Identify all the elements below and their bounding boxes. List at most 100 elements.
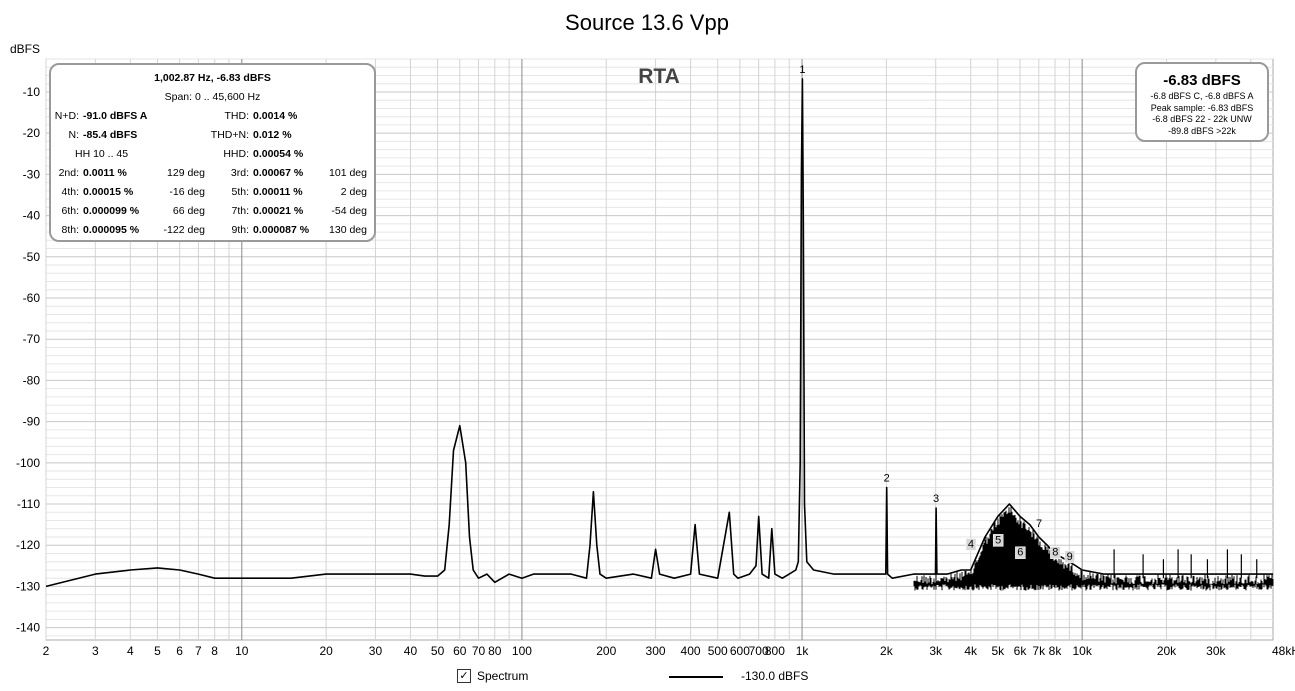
harmonic-marker-label: 2: [884, 473, 890, 485]
harmonic-label: 7th:: [231, 205, 249, 217]
level-line: Peak sample: -6.83 dBFS: [1150, 102, 1254, 113]
harmonic-marker-label: 7: [1036, 518, 1042, 530]
harmonic-phase: 101 deg: [329, 167, 367, 179]
y-tick-label: -70: [23, 332, 41, 346]
harmonic-marker-box: [1015, 546, 1026, 559]
x-tick-label: 6: [176, 644, 183, 658]
harmonic-marker-label: 5: [995, 534, 1001, 546]
legend-line-swatch: [669, 676, 723, 678]
thdn-label: THD+N:: [210, 129, 249, 141]
level-line: -6.8 dBFS 22 - 22k UNW: [1152, 114, 1252, 124]
x-tick-label: 600: [730, 644, 750, 658]
y-axis-label: dBFS: [10, 42, 40, 56]
thdn-value: 0.012 %: [253, 129, 292, 141]
harmonic-label: 5th:: [231, 186, 249, 198]
level-line: -89.8 dBFS >22k: [1168, 125, 1236, 136]
legend-spectrum-label[interactable]: Spectrum: [477, 669, 529, 683]
thd-label: THD:: [224, 110, 250, 122]
harmonic-value: 0.000087 %: [253, 224, 310, 236]
spectrum-checkbox[interactable]: ✓: [457, 669, 471, 683]
harmonic-label: 4th:: [61, 186, 79, 198]
legend-level-label: -130.0 dBFS: [741, 669, 809, 683]
y-tick-label: -90: [23, 415, 41, 429]
harmonic-label: 3rd:: [230, 167, 249, 179]
harmonic-value: 0.000095 %: [83, 224, 140, 236]
x-tick-label: 8k: [1049, 644, 1063, 658]
hh-range: HH 10 .. 45: [75, 148, 129, 160]
x-tick-label: 4k: [964, 644, 978, 658]
x-tick-label: 5: [154, 644, 161, 658]
distortion-info-panel[interactable]: 1,002.87 Hz, -6.83 dBFS Span: 0 .. 45,60…: [49, 63, 376, 242]
x-tick-label: 10k: [1072, 644, 1092, 658]
level-summary-panel[interactable]: -6.83 dBFS -6.8 dBFS C, -6.8 dBFS A Peak…: [1135, 62, 1269, 142]
n-value: -85.4 dBFS: [83, 129, 138, 141]
x-tick-label: 4: [127, 644, 134, 658]
level-main-value: -6.83 dBFS: [1163, 72, 1241, 89]
harmonic-marker-box: [1064, 550, 1075, 564]
x-tick-label: 3: [92, 644, 99, 658]
harmonic-marker-label: 3: [933, 493, 939, 505]
y-tick-label: -120: [16, 538, 40, 552]
y-tick-label: -110: [17, 497, 40, 511]
x-tick-label: 50: [431, 644, 445, 658]
harmonic-label: 9th:: [231, 224, 249, 236]
x-tick-label: 70: [472, 644, 486, 658]
y-tick-label: -20: [23, 126, 41, 140]
harmonic-label: 2nd:: [58, 167, 79, 179]
x-tick-label: 7k: [1032, 644, 1046, 658]
harmonic-value: 0.0011 %: [83, 167, 127, 179]
x-tick-label: 200: [596, 644, 616, 658]
harmonic-phase: 130 deg: [329, 224, 367, 236]
x-tick-label: 5k: [991, 644, 1005, 658]
harmonic-marker-box: [965, 538, 977, 551]
x-tick-label: 700: [749, 644, 769, 658]
harmonic-marker-label: 1: [799, 64, 805, 76]
harmonic-marker-label: 6: [1017, 547, 1023, 559]
x-tick-label: 30k: [1206, 644, 1226, 658]
y-tick-label: -40: [23, 209, 41, 223]
x-tick-label: 30: [369, 644, 383, 658]
x-tick-label: 2: [43, 644, 50, 658]
x-tick-label: 6k: [1014, 644, 1028, 658]
harmonic-phase: 66 deg: [172, 205, 205, 217]
harmonic-value: 0.00011 %: [253, 186, 303, 198]
y-tick-label: -100: [16, 456, 40, 470]
harmonic-label: 8th:: [61, 224, 79, 236]
harmonic-phase: -54 deg: [331, 205, 367, 217]
x-tick-label: 20k: [1157, 644, 1177, 658]
y-tick-label: -30: [23, 167, 41, 181]
harmonic-value: 0.00021 %: [253, 205, 304, 217]
y-tick-label: -130: [16, 579, 40, 593]
x-tick-label: 80: [488, 644, 502, 658]
harmonic-phase: 2 deg: [340, 186, 367, 198]
harmonic-marker-box: [1050, 546, 1061, 559]
harmonic-label: 6th:: [61, 205, 79, 217]
x-tick-label: 10: [235, 644, 249, 658]
series-group: [45, 78, 1273, 588]
harmonic-phase: -16 deg: [169, 186, 205, 198]
y-tick-labels: -10 -20 -30 -40 -50 -60 -70 -80 -90 -100 -110 -120 -…: [16, 85, 40, 635]
x-tick-label: 8: [211, 644, 218, 658]
hhd-label: HHD:: [223, 148, 249, 160]
nd-value: -91.0 dBFS A: [83, 110, 148, 122]
harmonic-value: 0.00015 %: [83, 186, 134, 198]
y-tick-label: -10: [23, 85, 41, 99]
harmonic-marker-label: 4: [968, 538, 974, 550]
harmonic-marker-label: 9: [1067, 551, 1073, 563]
info-span: Span: 0 .. 45,600 Hz: [164, 91, 261, 103]
info-headline: 1,002.87 Hz, -6.83 dBFS: [154, 72, 271, 84]
chart-title: Source 13.6 Vpp: [565, 10, 729, 35]
x-tick-label: 2k: [880, 644, 894, 658]
rta-label: RTA: [638, 65, 680, 88]
harmonic-marker-box: [992, 534, 1004, 547]
x-tick-label: 300: [646, 644, 666, 658]
harmonic-value: 0.00067 %: [253, 167, 304, 179]
y-tick-label: -50: [23, 250, 41, 264]
x-tick-label: 40: [404, 644, 418, 658]
major-gridlines: [46, 59, 1273, 640]
harmonic-markers: 1 2 3 4 5 6 7 8 9: [799, 64, 1075, 564]
x-tick-label: 60: [453, 644, 467, 658]
x-tick-label: 800: [765, 644, 785, 658]
n-label: N:: [68, 129, 80, 141]
